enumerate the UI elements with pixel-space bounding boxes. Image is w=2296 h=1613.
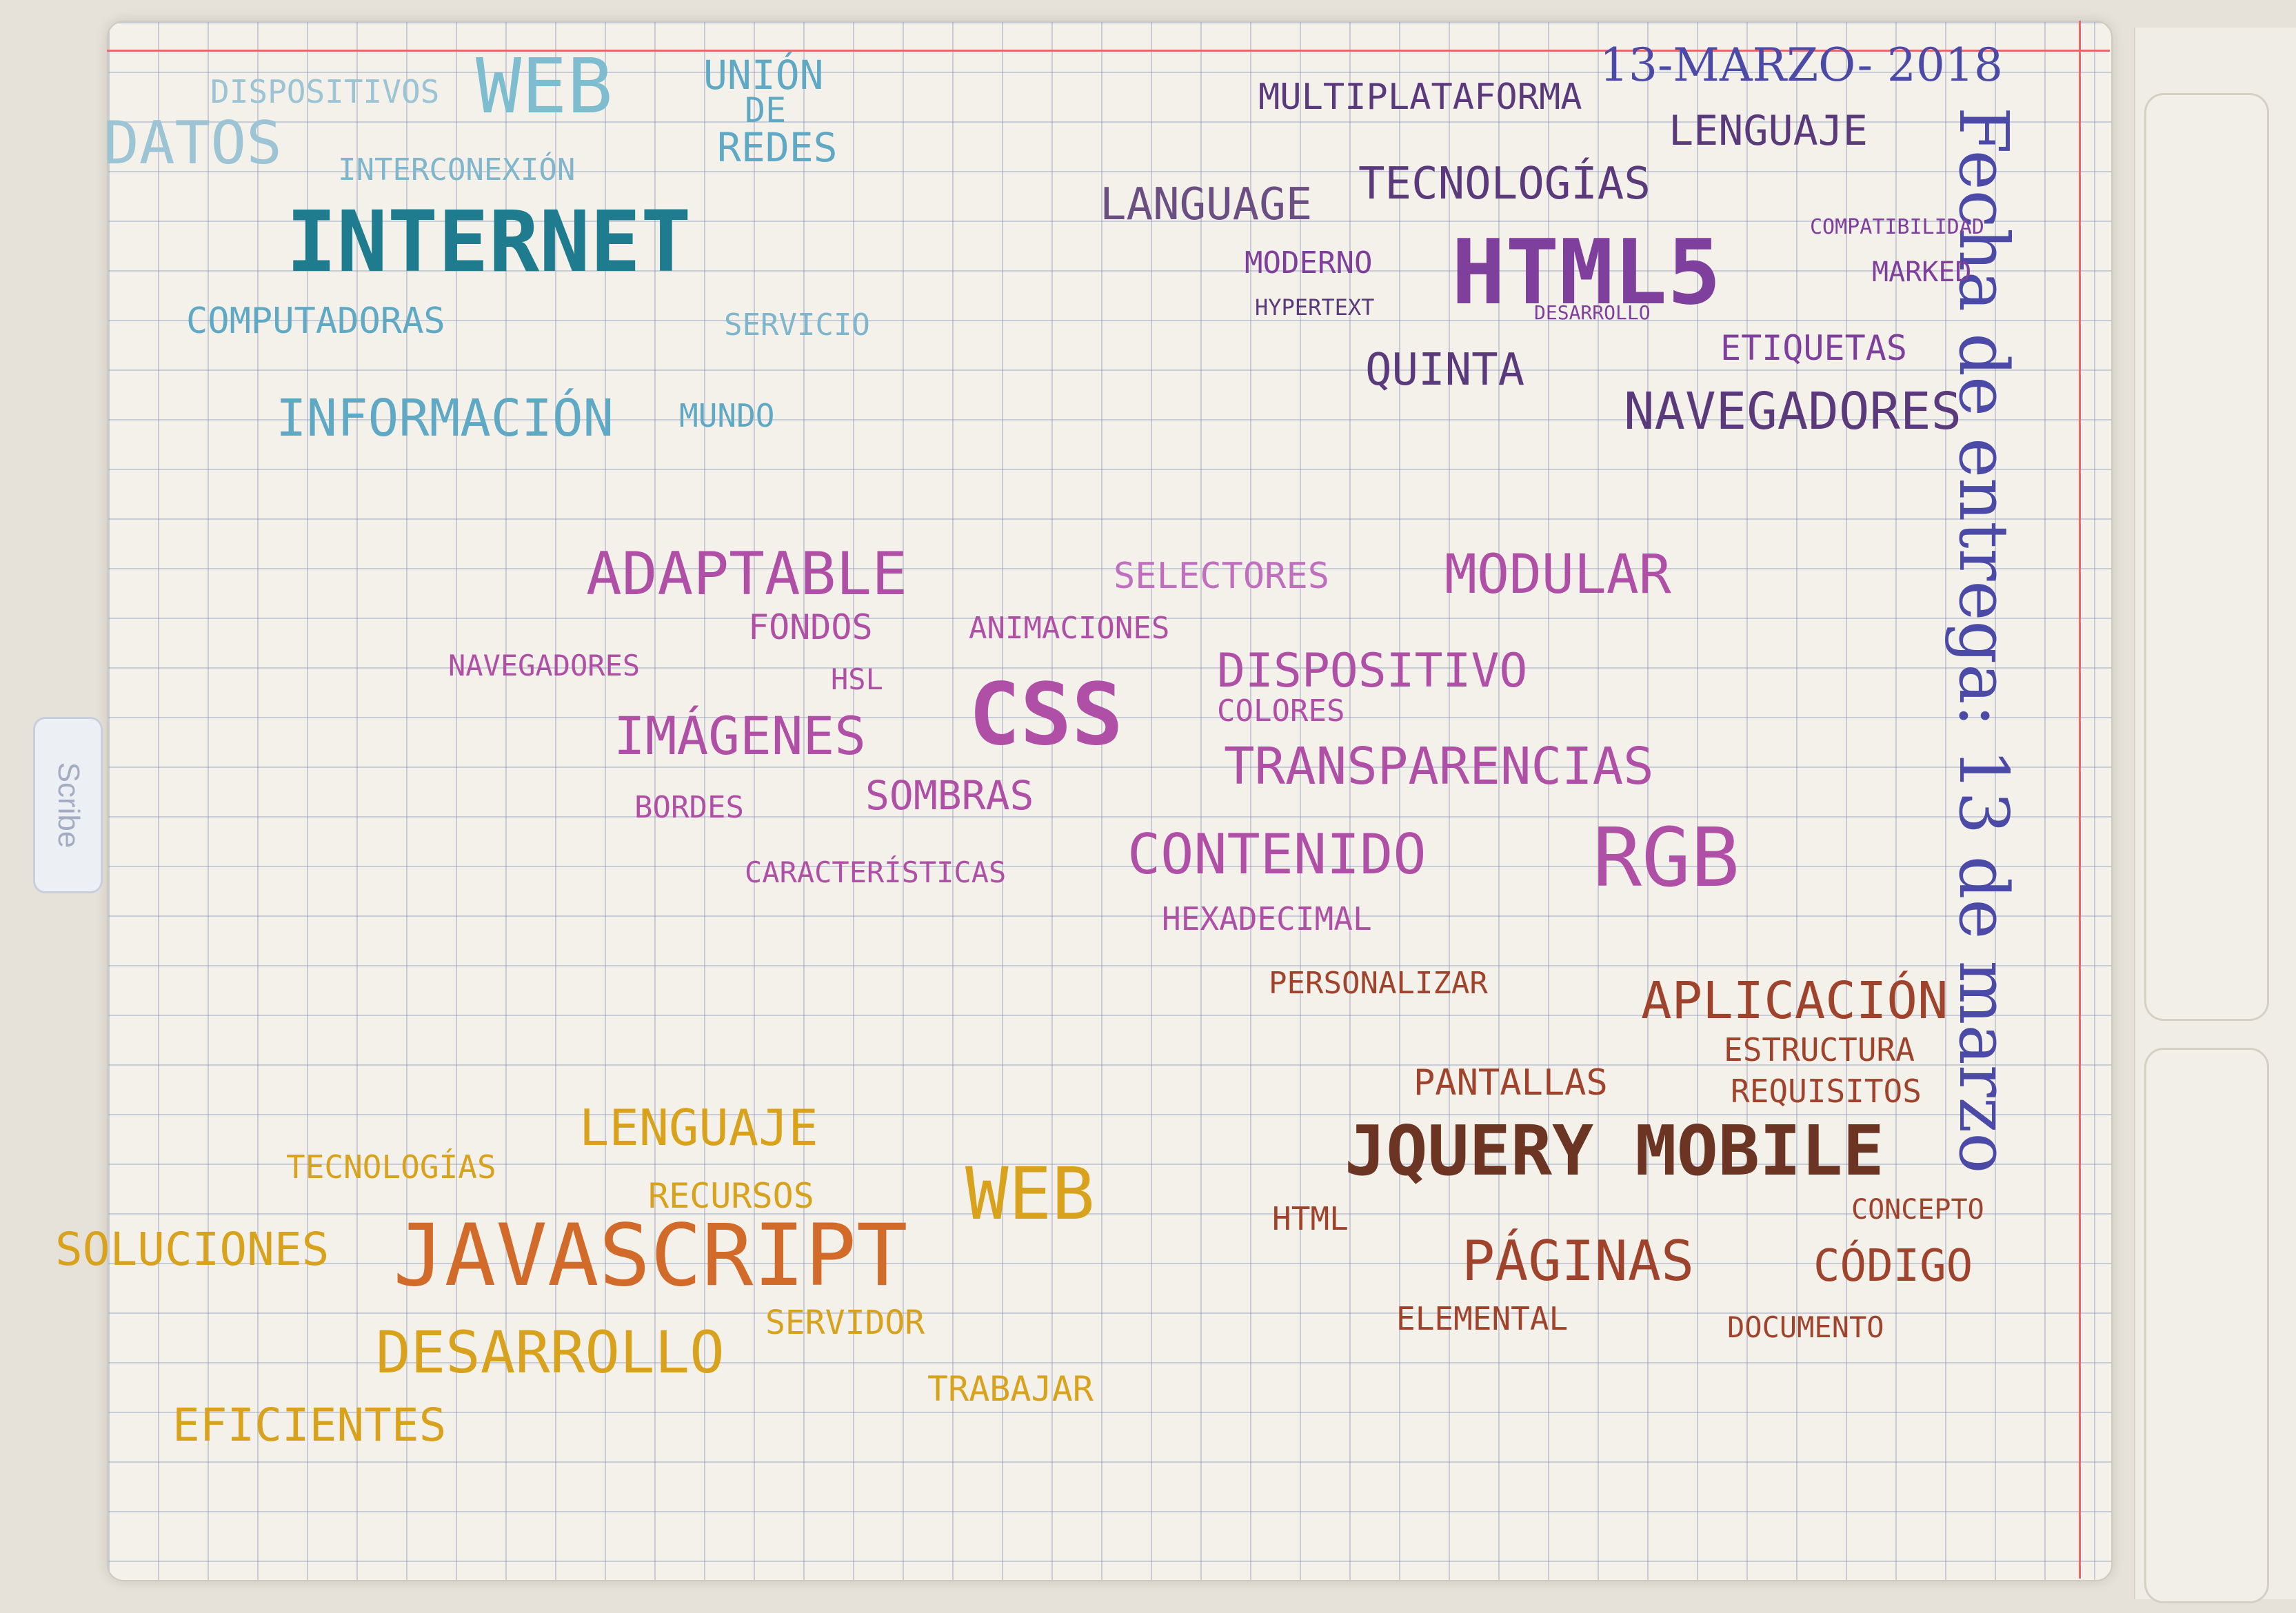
- word-navegadores: NAVEGADORES: [1624, 382, 1962, 441]
- word-documento: DOCUMENTO: [1727, 1310, 1884, 1344]
- word-web-js: WEB: [965, 1152, 1095, 1236]
- word-selectores: SELECTORES: [1114, 556, 1330, 597]
- word-union: UNIÓN: [703, 52, 824, 99]
- word-sombras: SOMBRAS: [865, 772, 1034, 819]
- top-margin-line: [107, 50, 2110, 52]
- scribe-label: Scribe: [51, 762, 85, 849]
- word-transparencias: TRANSPARENCIAS: [1224, 737, 1654, 796]
- word-hsl: HSL: [831, 662, 883, 696]
- word-aplicacion: APLICACIÓN: [1641, 971, 1948, 1031]
- word-requisitos: REQUISITOS: [1731, 1073, 1922, 1110]
- word-soluciones: SOLUCIONES: [55, 1223, 330, 1276]
- word-redes: REDES: [717, 124, 838, 171]
- word-trabajar: TRABAJAR: [927, 1369, 1094, 1409]
- word-jquery-mobile: JQUERY MOBILE: [1345, 1110, 1884, 1191]
- word-web: WEB: [476, 42, 613, 130]
- word-moderno: MODERNO: [1245, 245, 1373, 281]
- word-datos: DATOS: [103, 109, 282, 178]
- word-tecnologias-js: TECNOLOGÍAS: [286, 1148, 496, 1186]
- word-codigo: CÓDIGO: [1813, 1241, 1973, 1292]
- word-imagenes: IMÁGENES: [614, 705, 867, 767]
- word-hexadecimal: HEXADECIMAL: [1162, 900, 1372, 937]
- word-colores: COLORES: [1217, 693, 1345, 729]
- word-hypertext: HYPERTEXT: [1255, 294, 1375, 321]
- word-bordes: BORDES: [634, 790, 744, 825]
- word-internet: INTERNET: [286, 193, 692, 291]
- word-tecnologias: TECNOLOGÍAS: [1358, 159, 1651, 210]
- word-css: CSS: [969, 665, 1123, 764]
- binder-tab-lower: [2144, 1048, 2269, 1603]
- binder-tab-upper: [2144, 93, 2269, 1021]
- date-header: 13-MARZO- 2018: [1600, 39, 2003, 92]
- word-servidor: SERVIDOR: [765, 1303, 925, 1342]
- word-navegadores-css: NAVEGADORES: [448, 649, 641, 682]
- word-personalizar: PERSONALIZAR: [1269, 966, 1488, 1001]
- word-elemental: ELEMENTAL: [1396, 1300, 1569, 1337]
- word-eficientes: EFICIENTES: [172, 1399, 447, 1452]
- word-caracteristicas: CARACTERÍSTICAS: [745, 855, 1007, 889]
- word-quinta: QUINTA: [1365, 345, 1525, 396]
- word-javascript: JAVASCRIPT: [393, 1206, 908, 1306]
- word-interconexion: INTERCONEXIÓN: [338, 152, 576, 187]
- word-etiquetas: ETIQUETAS: [1720, 328, 1907, 368]
- word-computadoras: COMPUTADORAS: [186, 301, 445, 342]
- word-de: DE: [745, 90, 787, 130]
- word-fondos: FONDOS: [748, 607, 873, 647]
- word-desarrollo: DESARROLLO: [1534, 301, 1651, 324]
- word-lenguaje: LENGUAJE: [1669, 107, 1868, 155]
- word-rgb: RGB: [1593, 810, 1740, 905]
- word-html: HTML: [1272, 1200, 1349, 1237]
- word-informacion: INFORMACIÓN: [276, 389, 614, 448]
- word-lenguaje-js: LENGUAJE: [579, 1099, 818, 1157]
- word-servicio: SERVICIO: [724, 307, 870, 343]
- right-margin-line: [2079, 21, 2081, 1579]
- word-language: LANGUAGE: [1100, 179, 1313, 230]
- notebook-page: [107, 21, 2113, 1581]
- word-desarrollo-js: DESARROLLO: [376, 1319, 725, 1386]
- word-dispositivo: DISPOSITIVO: [1217, 644, 1528, 698]
- word-mundo: MUNDO: [679, 397, 775, 434]
- word-concepto: CONCEPTO: [1851, 1194, 1984, 1226]
- word-paginas: PÁGINAS: [1462, 1229, 1695, 1293]
- word-marked: MARKED: [1872, 256, 1972, 288]
- word-modular: MODULAR: [1444, 544, 1671, 606]
- scribe-tab: Scribe: [33, 717, 103, 893]
- word-html5: HTML5: [1451, 220, 1722, 325]
- word-dispositivos: DISPOSITIVOS: [210, 73, 440, 110]
- word-adaptable: ADAPTABLE: [586, 540, 907, 609]
- word-recursos: RECURSOS: [648, 1176, 814, 1216]
- word-compatibilidad: COMPATIBILIDAD: [1810, 215, 1984, 239]
- word-multiplataforma: MULTIPLATAFORMA: [1258, 77, 1582, 118]
- word-estructura: ESTRUCTURA: [1724, 1031, 1915, 1068]
- word-pantallas: PANTALLAS: [1413, 1062, 1608, 1104]
- word-animaciones: ANIMACIONES: [969, 611, 1170, 646]
- word-contenido: CONTENIDO: [1127, 822, 1427, 886]
